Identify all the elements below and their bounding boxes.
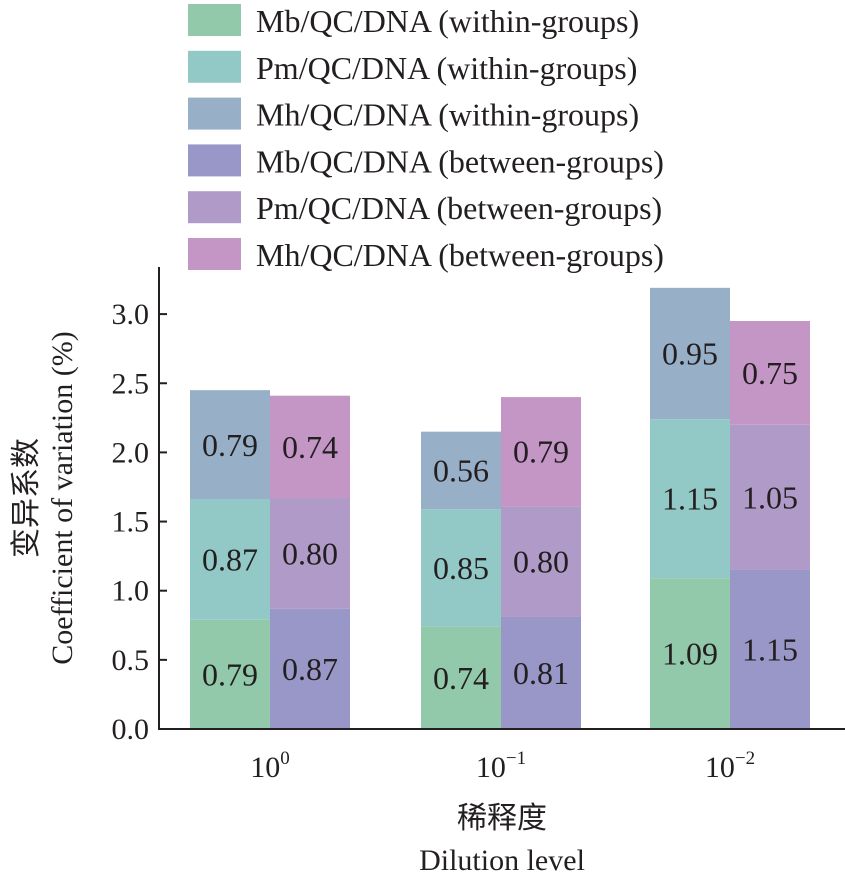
bar-segment (270, 498, 350, 609)
x-tick-label: 10−2 (705, 748, 755, 784)
data-label: 0.80 (513, 544, 569, 580)
bar-segment (730, 424, 810, 570)
legend-swatch (188, 4, 241, 36)
bar-segment (190, 390, 270, 500)
legend-label: Pm/QC/DNA (between-groups) (256, 190, 662, 226)
y-tick-label: 1.5 (112, 506, 150, 539)
y-axis-title: Coefficient of variation (%) (46, 331, 79, 665)
bar-segment (421, 431, 501, 510)
bar-segment (270, 608, 350, 729)
data-label: 0.81 (513, 655, 569, 691)
bar-segment (650, 419, 730, 579)
data-label: 0.74 (433, 660, 489, 696)
y-tick-label: 2.0 (112, 436, 150, 469)
x-axis-title: Dilution level (419, 844, 585, 877)
data-label: 0.79 (202, 656, 258, 692)
bar-segment (650, 287, 730, 420)
data-label: 1.15 (742, 631, 798, 667)
bar-segment (730, 569, 810, 729)
x-tick-exponent: −1 (506, 748, 526, 769)
x-tick-label: 100 (250, 748, 290, 784)
data-label: 1.15 (662, 481, 718, 517)
bar-segment (270, 395, 350, 499)
x-tick-exponent: −2 (735, 748, 755, 769)
x-axis-title-cn: 稀释度 (457, 802, 547, 835)
axes (158, 267, 845, 730)
legend-label: Mh/QC/DNA (between-groups) (256, 237, 664, 273)
legend-swatch (188, 97, 241, 130)
x-tick-label: 10−1 (476, 748, 526, 784)
legend-swatch (188, 144, 241, 177)
bar-segment (421, 626, 501, 729)
data-label: 0.95 (662, 336, 718, 372)
data-label: 1.09 (662, 636, 718, 672)
bar-segment (650, 578, 730, 729)
x-tick-base: 10 (476, 751, 506, 784)
bar-segment (421, 509, 501, 627)
bar-segment (730, 321, 810, 425)
x-tick-exponent: 0 (280, 748, 290, 769)
bar-segment (190, 499, 270, 620)
y-tick-label: 2.5 (112, 367, 150, 400)
x-tick-base: 10 (705, 751, 735, 784)
legend-label: Mb/QC/DNA (between-groups) (256, 143, 664, 179)
x-ticks: 100 10−1 10−2 (250, 748, 755, 784)
y-axis-title-cn: 变异系数 (10, 438, 43, 558)
data-label: 0.75 (742, 355, 798, 391)
legend-swatch (188, 238, 241, 270)
y-tick-label: 3.0 (112, 298, 150, 331)
data-label: 0.80 (282, 535, 338, 571)
data-label: 0.79 (202, 427, 258, 463)
legend-label: Pm/QC/DNA (within-groups) (256, 50, 637, 86)
data-label: 0.74 (282, 429, 338, 465)
y-ticks: 0.0 0.5 1.0 1.5 2.0 2.5 3.0 (112, 298, 167, 746)
bar-segment (501, 506, 581, 617)
legend: Mb/QC/DNA (within-groups) Pm/QC/DNA (with… (188, 3, 664, 273)
x-tick-base: 10 (250, 751, 280, 784)
y-tick-label: 1.0 (112, 575, 150, 608)
data-label: 0.85 (433, 550, 489, 586)
bar-segment (501, 616, 581, 729)
data-label: 0.56 (433, 452, 489, 488)
bar-segment (190, 619, 270, 729)
y-tick-label: 0.5 (112, 644, 150, 677)
legend-swatch (188, 50, 241, 83)
data-label: 0.87 (202, 542, 258, 578)
bar-segment (501, 397, 581, 507)
legend-label: Mb/QC/DNA (within-groups) (256, 3, 639, 39)
data-label: 0.79 (513, 434, 569, 470)
legend-swatch (188, 191, 241, 224)
legend-label: Mh/QC/DNA (within-groups) (256, 97, 639, 133)
y-tick-label: 0.0 (112, 713, 150, 746)
data-label: 1.05 (742, 479, 798, 515)
bars: 0.79 0.87 0.79 0.87 0.80 0.74 0.74 0.85 0.56 0.81… (190, 287, 810, 729)
data-label: 0.87 (282, 651, 338, 687)
